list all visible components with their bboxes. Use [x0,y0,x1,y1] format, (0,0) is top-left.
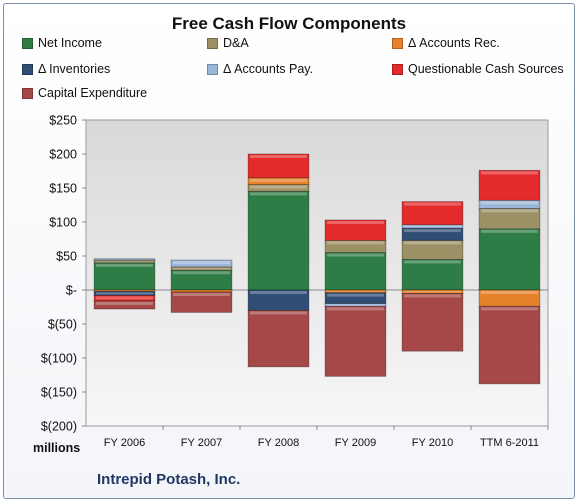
x-tick-label: FY 2006 [104,437,145,449]
bar-highlight [327,253,384,257]
bar-highlight [96,301,153,305]
x-tick-label: FY 2008 [258,437,299,449]
bar-highlight [327,304,384,306]
y-tick-label: $50 [56,250,77,264]
bar-highlight [481,209,538,213]
bar-highlight [327,291,384,292]
bar-highlight [250,178,307,182]
bar-segment [401,292,464,352]
y-tick-label: $(200) [41,420,77,434]
chart-title: Free Cash Flow Components [171,14,407,33]
bar-highlight [250,185,307,189]
bar-segment [478,228,541,291]
legend-label: D&A [223,36,249,50]
bar-segment [170,291,233,313]
bar-highlight [327,220,384,224]
bar-segment [93,290,156,296]
bar-segment [324,305,387,377]
bar-highlight [173,267,230,270]
y-tick-label: $(50) [48,318,77,332]
units-label: millions [33,441,81,455]
y-tick-label: $(150) [41,386,77,400]
legend-swatch [207,37,218,49]
legend-item: Net Income [22,36,102,50]
y-tick-label: $(100) [41,352,77,366]
bar-segment [247,190,310,291]
bar-highlight [327,241,384,245]
bar-highlight [173,271,230,275]
legend-label: Capital Expenditure [38,86,148,100]
bar-highlight [404,241,461,245]
bar-segment [170,266,233,271]
legend-label: Δ Inventories [38,62,111,76]
bar-highlight [481,229,538,233]
bar-segment [93,300,156,310]
company-name: Intrepid Potash, Inc. [97,471,241,488]
bar-segment [401,201,464,226]
legend-item: D&A [207,36,249,50]
x-tick-label: FY 2009 [335,437,376,449]
y-tick-label: $200 [49,148,77,162]
bar-segment [93,258,156,261]
bar-highlight [481,291,538,294]
legend-label: Net Income [38,36,102,50]
bar-highlight [327,307,384,311]
y-tick-label: $- [66,284,77,298]
bar-highlight [481,201,538,205]
bar-segment [93,262,156,291]
bar-highlight [404,294,461,298]
bar-segment [478,169,541,201]
legend-swatch [22,87,33,99]
legend-item: Δ Accounts Pay. [207,62,313,76]
x-tick-label: FY 2010 [412,437,453,449]
x-tick-label: FY 2007 [181,437,222,449]
x-tick-label: TTM 6-2011 [480,437,539,449]
legend-swatch [22,63,33,75]
legend-item: Capital Expenditure [22,86,147,100]
bar-highlight [404,260,461,264]
legend-swatch [392,37,403,49]
bar-segment [324,219,387,241]
bar-segment [170,259,233,268]
bar-segment [401,258,464,291]
bar-highlight [250,155,307,158]
bar-highlight [481,307,538,311]
bar-highlight [173,261,230,265]
plot-area [85,119,549,427]
bar-highlight [404,229,461,233]
bar-highlight [250,291,307,294]
bar-highlight [481,171,538,175]
legend-swatch [22,37,33,49]
y-tick-label: $150 [49,182,77,196]
bar-highlight [250,311,307,315]
legend-label: Δ Accounts Pay. [223,62,314,76]
bar-highlight [96,261,153,262]
bar-segment [247,309,310,368]
bar-highlight [96,296,153,300]
legend-item: Δ Accounts Rec. [392,36,500,50]
legend-swatch [392,63,403,75]
legend-label: Questionable Cash Sources [408,62,564,76]
bar-highlight [173,293,230,297]
y-tick-label: $100 [49,216,77,230]
bar-highlight [404,225,461,228]
bar-segment [324,252,387,291]
bar-highlight [96,263,153,267]
legend-item: Questionable Cash Sources [392,62,564,76]
bar-highlight [327,293,384,297]
bar-highlight [404,202,461,206]
bar-highlight [96,292,153,295]
bar-segment [478,305,541,385]
legend-item: Δ Inventories [22,62,110,76]
bar-segment [247,153,310,179]
legend-label: Δ Accounts Rec. [408,36,500,50]
bar-highlight [404,291,461,293]
y-tick-label: $250 [49,114,77,128]
legend-swatch [207,63,218,75]
bar-highlight [250,192,307,196]
